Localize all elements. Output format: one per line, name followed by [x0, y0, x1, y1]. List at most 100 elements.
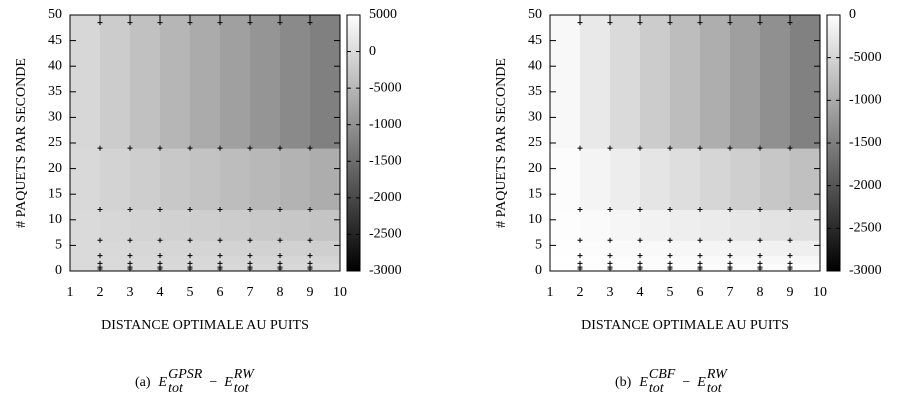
colorbar-tick-label: -1500: [369, 154, 402, 169]
x-tick-label: 10: [813, 285, 827, 300]
data-point-marker: [607, 145, 613, 151]
data-point-marker: [577, 207, 583, 213]
data-point-marker: [697, 20, 703, 26]
heat-cell: [580, 255, 611, 264]
y-tick-label: 20: [528, 161, 542, 176]
data-point-marker: [277, 253, 283, 259]
data-point-marker: [697, 207, 703, 213]
data-point-marker: [757, 207, 763, 213]
heat-cell: [670, 15, 701, 149]
heat-cell: [220, 255, 251, 264]
x-tick-label: 7: [247, 285, 254, 300]
colorbar-tick-label: -2000: [369, 190, 402, 205]
heat-cell: [550, 148, 581, 211]
heat-cell: [190, 240, 221, 257]
heat-cell: [250, 263, 281, 272]
heat-cell: [700, 255, 731, 264]
y-tick-label: 5: [55, 238, 62, 253]
heat-cell: [550, 255, 581, 264]
data-point-marker: [187, 253, 193, 259]
colorbar: [346, 14, 361, 272]
heat-cell: [580, 148, 611, 211]
heat-cell: [130, 15, 161, 149]
heat-cell: [640, 263, 671, 272]
heat-cell: [220, 15, 251, 149]
y-axis-label: # PAQUETS PAR SECONDE: [14, 58, 29, 228]
heat-cell: [220, 263, 251, 272]
heat-cell: [160, 240, 191, 257]
data-point-marker: [607, 207, 613, 213]
data-point-marker: [787, 20, 793, 26]
data-point-marker: [787, 253, 793, 259]
heat-cell: [610, 263, 641, 272]
data-point-marker: [97, 253, 103, 259]
caption-operator: −: [209, 375, 217, 390]
data-point-marker: [187, 145, 193, 151]
caption-operator: −: [682, 375, 690, 390]
caption-symbol: E: [638, 375, 648, 390]
data-point-marker: [127, 237, 133, 243]
data-point-marker: [757, 145, 763, 151]
data-point-marker: [247, 20, 253, 26]
heat-cell: [580, 15, 611, 149]
data-point-marker: [247, 260, 253, 266]
y-tick-label: 30: [48, 110, 62, 125]
heat-cell: [100, 148, 131, 211]
data-point-marker: [757, 20, 763, 26]
heat-cell: [190, 255, 221, 264]
heat-cell: [610, 148, 641, 211]
heat-cell: [310, 255, 341, 264]
data-point-marker: [607, 237, 613, 243]
data-point-marker: [127, 253, 133, 259]
heat-cell: [280, 263, 311, 272]
heat-cell: [190, 209, 221, 241]
heat-cell: [550, 15, 581, 149]
data-point-marker: [247, 237, 253, 243]
x-tick-label: 1: [547, 285, 554, 300]
data-point-marker: [637, 207, 643, 213]
data-point-marker: [97, 207, 103, 213]
x-tick-label: 2: [97, 285, 104, 300]
data-point-marker: [697, 260, 703, 266]
x-tick-label: 1: [67, 285, 74, 300]
x-tick-label: 6: [217, 285, 224, 300]
data-point-marker: [97, 237, 103, 243]
y-tick-label: 35: [48, 84, 62, 99]
heat-cell: [70, 15, 101, 149]
data-point-marker: [667, 145, 673, 151]
caption-subscript: tot: [234, 381, 250, 396]
heat-cell: [670, 148, 701, 211]
data-point-marker: [667, 260, 673, 266]
heat-cell: [790, 15, 821, 149]
data-point-marker: [217, 260, 223, 266]
y-tick-label: 45: [48, 33, 62, 48]
colorbar-tick-label: -1000: [849, 93, 882, 108]
heat-cell: [610, 240, 641, 257]
data-point-marker: [247, 253, 253, 259]
data-point-marker: [127, 207, 133, 213]
data-point-marker: [97, 260, 103, 266]
data-point-marker: [157, 260, 163, 266]
data-point-marker: [667, 253, 673, 259]
data-point-marker: [97, 20, 103, 26]
data-point-marker: [787, 260, 793, 266]
x-tick-label: 4: [157, 285, 164, 300]
heat-cell: [640, 148, 671, 211]
data-point-marker: [187, 260, 193, 266]
data-point-marker: [307, 260, 313, 266]
y-tick-label: 10: [48, 212, 62, 227]
heat-cell: [280, 148, 311, 211]
heat-cell: [760, 15, 791, 149]
data-point-marker: [667, 20, 673, 26]
heat-cell: [610, 209, 641, 241]
y-axis-label: # PAQUETS PAR SECONDE: [494, 58, 509, 228]
y-tick-label: 5: [535, 238, 542, 253]
x-tick-label: 7: [727, 285, 734, 300]
heat-cell: [310, 148, 341, 211]
caption-subscript: tot: [707, 381, 723, 396]
caption-subscript: tot: [168, 381, 184, 396]
data-point-marker: [577, 20, 583, 26]
data-point-marker: [187, 237, 193, 243]
colorbar-tick-label: 5000: [369, 7, 397, 22]
